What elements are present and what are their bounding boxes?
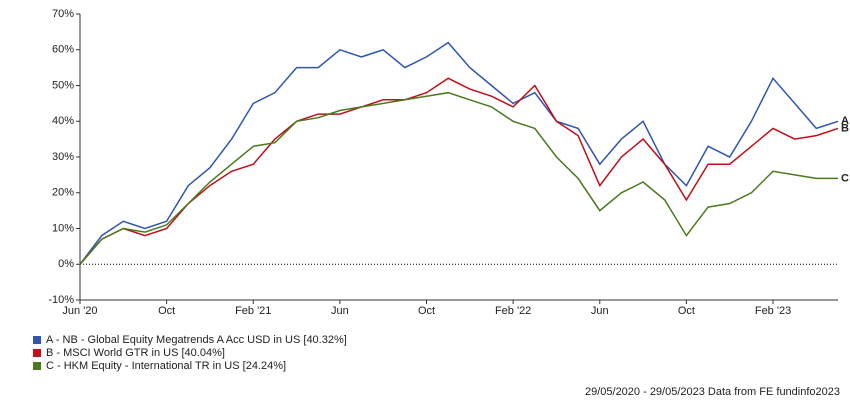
source-note: 29/05/2020 - 29/05/2023 Data from FE fun… <box>585 386 840 398</box>
x-tick-label: Oct <box>418 305 435 317</box>
legend-label: B - MSCI World GTR in US [40.04%] <box>46 347 225 359</box>
x-tick-label: Oct <box>158 305 175 317</box>
end-label: C <box>841 172 849 184</box>
x-tick-label: Feb '23 <box>755 305 791 317</box>
y-tick-label: 50% <box>52 79 74 91</box>
y-tick-label: 20% <box>52 187 74 199</box>
y-tick-label: -10% <box>48 294 74 306</box>
end-label: B <box>841 122 849 134</box>
series-line <box>79 91 838 265</box>
legend-swatch <box>33 336 41 344</box>
legend-swatch <box>33 362 41 370</box>
y-tick-label: 30% <box>52 151 74 163</box>
x-tick-label: Feb '22 <box>495 305 531 317</box>
end-label: A <box>841 115 849 127</box>
y-tick-label: 60% <box>52 44 74 56</box>
x-tick-label: Jun '20 <box>62 305 97 317</box>
series-line <box>79 41 839 265</box>
legend-label: A - NB - Global Equity Megatrends A Acc … <box>46 334 347 346</box>
x-tick-label: Oct <box>678 305 695 317</box>
legend-label: C - HKM Equity - International TR in US … <box>46 360 286 372</box>
x-tick-label: Jun <box>591 305 609 317</box>
series-line <box>79 77 839 265</box>
y-tick-label: 40% <box>52 115 74 127</box>
x-tick-label: Feb '21 <box>235 305 271 317</box>
y-tick-label: 10% <box>52 222 74 234</box>
x-tick-label: Jun <box>331 305 349 317</box>
y-tick-label: 70% <box>52 8 74 20</box>
y-tick-label: 0% <box>58 258 74 270</box>
legend-swatch <box>33 349 41 357</box>
